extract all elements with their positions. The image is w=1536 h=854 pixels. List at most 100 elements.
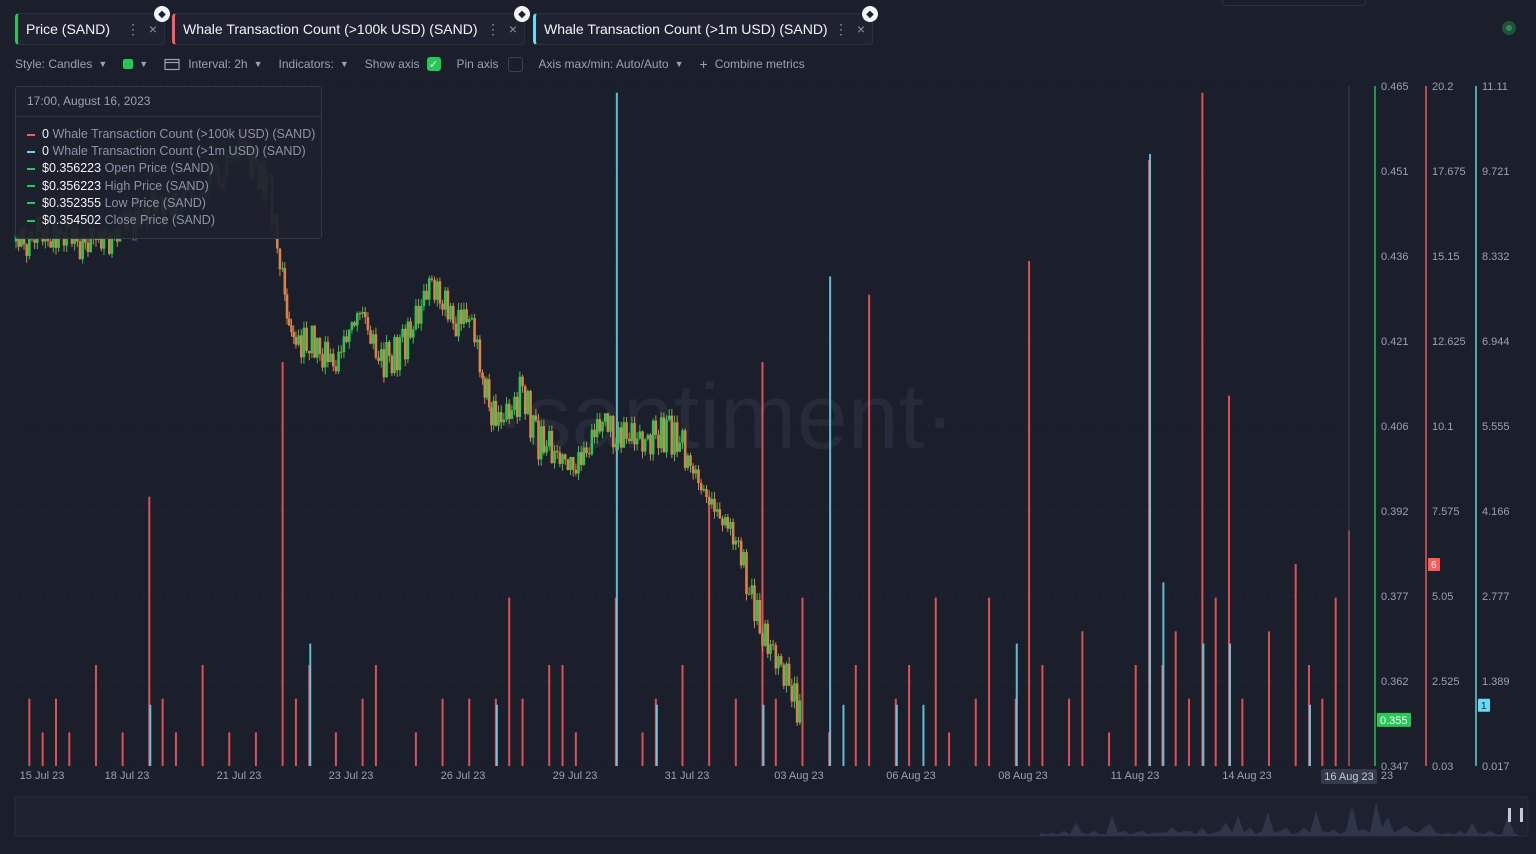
color-picker[interactable]: ▼ [123, 59, 148, 69]
tab-menu-icon[interactable]: ⋮ [486, 20, 500, 37]
candle-body [723, 517, 727, 526]
bar-whale-100k [1108, 732, 1111, 766]
bar-whale-1m [149, 704, 152, 766]
tooltip-row: $0.356223 Open Price (SAND) [16, 160, 321, 177]
y-tick-label: 2.777 [1482, 591, 1510, 603]
candle-body [579, 452, 583, 465]
candle-body [28, 231, 31, 256]
bar-whale-100k [161, 698, 164, 766]
candle-body [750, 585, 754, 595]
combine-metrics-button[interactable]: + Combine metrics [700, 56, 805, 72]
candle-body [643, 439, 647, 452]
candle-body [707, 497, 711, 505]
candle-body [598, 419, 602, 432]
bar-whale-1m [1162, 582, 1165, 766]
candle-body [283, 268, 287, 295]
close-icon[interactable]: × [856, 21, 866, 37]
candle-body [601, 421, 604, 432]
tab-menu-icon[interactable]: ⋮ [834, 20, 848, 37]
candle-body [790, 685, 794, 702]
y-tick-label: 2.525 [1432, 676, 1460, 688]
candle-body [545, 446, 548, 453]
candle-body [542, 426, 546, 453]
top-panel-edge [1222, 0, 1366, 6]
candle-body [785, 663, 788, 686]
candle-body [523, 386, 527, 414]
chevron-down-icon: ▼ [253, 59, 263, 69]
candle-body [526, 390, 530, 414]
candle-body [694, 469, 698, 474]
token-icon: ◆ [862, 6, 878, 22]
candle-body [339, 351, 343, 353]
tab-menu-icon[interactable]: ⋮ [126, 20, 140, 37]
candle-body [614, 443, 618, 448]
candle-body [678, 442, 682, 452]
interval-dropdown[interactable]: Interval: 2h ▼ [164, 57, 263, 71]
candle-body [497, 412, 500, 426]
candle-body [470, 318, 474, 320]
candle-body [331, 353, 335, 367]
bar-whale-100k [548, 665, 551, 766]
pin-axis-checkbox[interactable] [507, 56, 523, 72]
candle-body [33, 239, 36, 243]
candle-body [795, 683, 799, 723]
tooltip-row: $0.352355 Low Price (SAND) [16, 195, 321, 212]
candle-body [485, 379, 489, 398]
candle-body [550, 430, 554, 464]
style-dropdown[interactable]: Style: Candles ▼ [15, 57, 107, 71]
candle-body [371, 334, 375, 344]
candle-body [763, 623, 767, 646]
y-tick-label: 1.389 [1482, 676, 1510, 688]
candle-body [651, 420, 655, 455]
candle-body [430, 278, 434, 280]
candle-body [774, 645, 778, 669]
candle-body [697, 469, 700, 484]
candle-body [769, 644, 772, 654]
candle-body [574, 469, 578, 474]
y-tick-label: 7.575 [1432, 506, 1460, 518]
indicators-dropdown[interactable]: Indicators: ▼ [279, 57, 349, 71]
candle-body [435, 281, 439, 300]
tooltip-value: $0.354502 [42, 212, 105, 227]
y-tick-label: 0.451 [1381, 166, 1409, 178]
y-tick-label: 0.377 [1381, 591, 1409, 603]
navigator [14, 796, 1529, 837]
tooltip-value: 0 [42, 127, 53, 141]
bar-whale-100k [334, 732, 337, 766]
candle-body [25, 244, 28, 256]
candle-body [86, 242, 90, 253]
candle-body [494, 400, 498, 426]
candle-body [539, 426, 543, 460]
candle-body [793, 683, 796, 702]
y-tick-label: 15.15 [1432, 251, 1460, 263]
candle-body [611, 415, 615, 448]
candle-body [635, 438, 639, 445]
bar-whale-100k [908, 665, 911, 766]
checkmark-icon[interactable]: ✓ [426, 57, 441, 71]
pin-axis-toggle[interactable]: Pin axis [457, 56, 523, 72]
show-axis-toggle[interactable]: Show axis ✓ [365, 57, 441, 71]
close-icon[interactable]: × [508, 21, 518, 37]
navigator-sparkline [1040, 802, 1520, 836]
live-status-icon [1502, 21, 1516, 35]
bar-whale-100k [801, 597, 804, 766]
axis-range-dropdown[interactable]: Axis max/min: Auto/Auto ▼ [539, 57, 684, 71]
candle-body [451, 305, 455, 324]
tooltip-metric-name: Whale Transaction Count (>100k USD) (SAN… [52, 127, 316, 141]
tab-whale-100k[interactable]: Whale Transaction Count (>100k USD) (SAN… [172, 6, 530, 45]
bar-whale-1m [895, 704, 898, 766]
candle-body [446, 290, 450, 320]
candle-body [414, 305, 418, 330]
bar-whale-100k [294, 698, 297, 766]
candle-body [334, 366, 338, 372]
candle-body [667, 415, 671, 420]
tab-label: Price (SAND) [26, 21, 111, 37]
bar-whale-100k [1188, 698, 1191, 766]
y-tick-label: 0.406 [1381, 421, 1409, 433]
candle-body [654, 420, 658, 435]
tab-whale-1m[interactable]: Whale Transaction Count (>1m USD) (SAND)… [533, 6, 878, 45]
tab-price[interactable]: Price (SAND) ⋮ × ◆ [15, 6, 170, 45]
close-icon[interactable]: × [148, 21, 158, 37]
candle-body [582, 447, 586, 465]
